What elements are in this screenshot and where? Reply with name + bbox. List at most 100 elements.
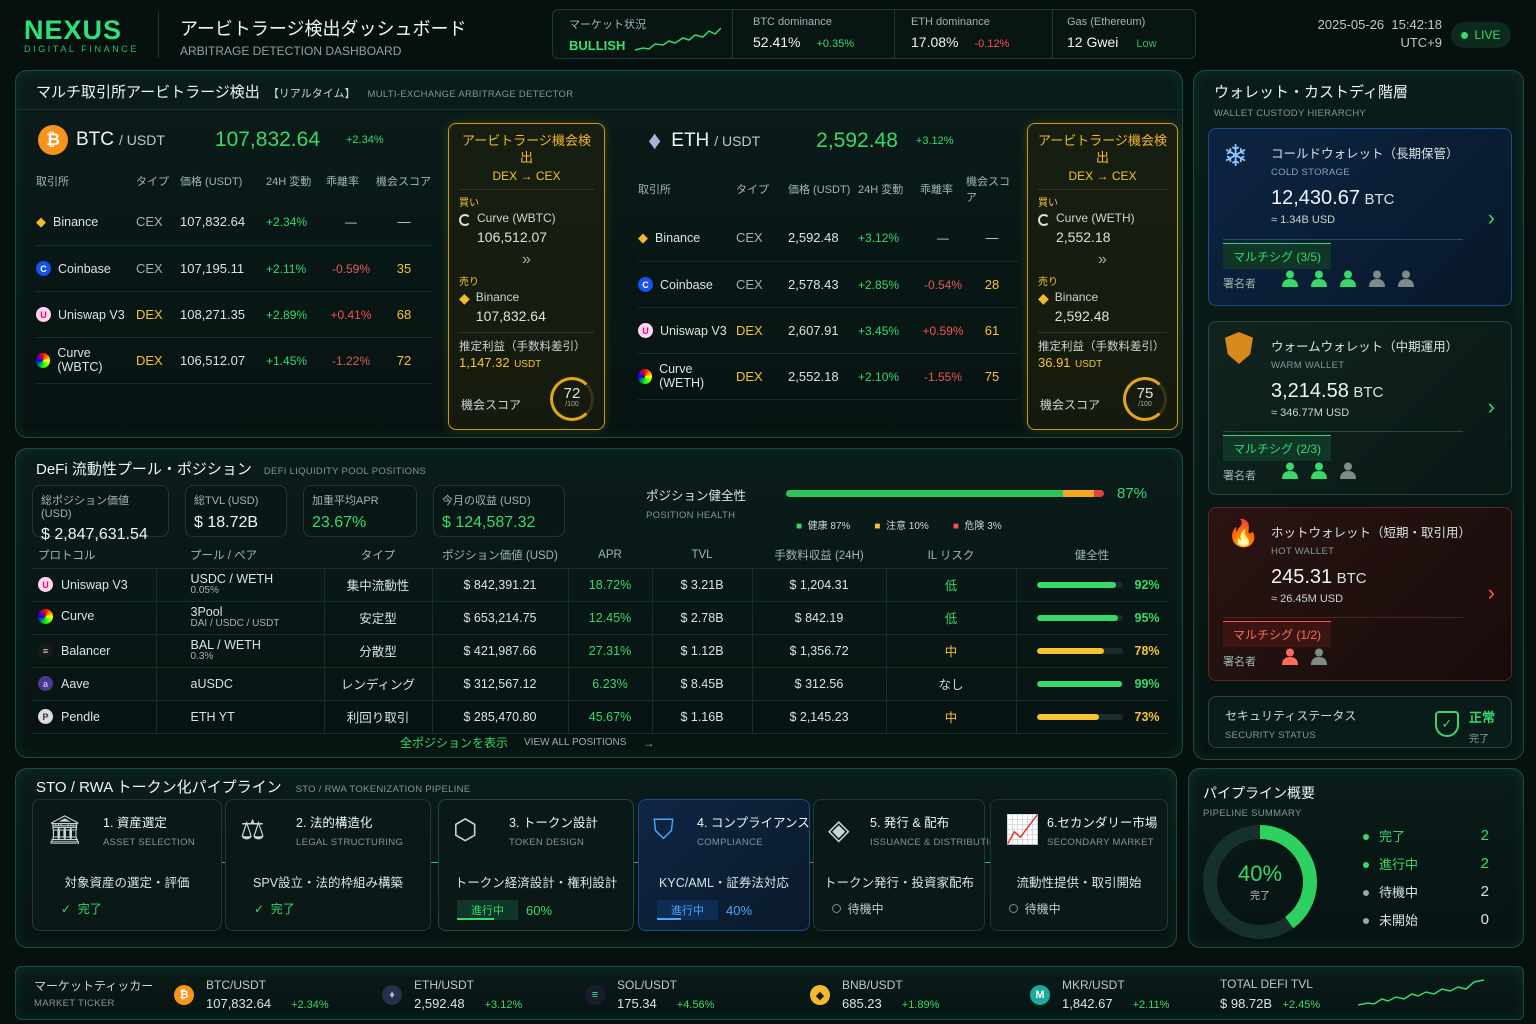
chevrons-icon: » bbox=[522, 251, 531, 268]
btc-opportunity-card[interactable]: アービトラージ機会検出 DEX → CEX 買い Curve (WBTC) 106… bbox=[448, 123, 605, 430]
flame-icon: 🔥 bbox=[1227, 518, 1260, 548]
progress-badge: 進行中 bbox=[457, 900, 518, 920]
signer-icon bbox=[1281, 269, 1299, 292]
pipeline-step[interactable]: ⛉ 4. コンプライアンス COMPLIANCE KYC/AML・証券法対応 進行中 40… bbox=[638, 799, 810, 931]
ticker-item[interactable]: M MKR/USDT 1,842.67 +2.11% bbox=[1030, 967, 1169, 1023]
shield-icon bbox=[1225, 332, 1253, 364]
chevron-right-icon[interactable]: › bbox=[1487, 394, 1495, 419]
btc-coin-icon: ₿ bbox=[174, 985, 194, 1005]
view-all-positions-link[interactable]: 全ポジションを表示 VIEW ALL POSITIONS → bbox=[400, 735, 655, 751]
multisig-badge: マルチシグ (1/2) bbox=[1223, 621, 1332, 647]
brand-logo: NEXUS DIGITAL FINANCE bbox=[24, 15, 140, 54]
eth-score-ring: 75/100 bbox=[1123, 377, 1167, 421]
live-badge[interactable]: LIVE bbox=[1451, 22, 1511, 48]
sol-coin-icon: ≡ bbox=[585, 985, 605, 1005]
pipeline-step[interactable]: ◈ 5. 発行 & 配布 ISSUANCE & DISTRIBUTION トークン発行… bbox=[813, 799, 1004, 931]
exchange-row[interactable]: U Uniswap V3 DEX 108,271.35 +2.89% +0.41% 68 bbox=[36, 291, 432, 338]
exchange-row[interactable]: U Uniswap V3 DEX 2,607.91 +3.45% +0.59% 61 bbox=[638, 307, 1018, 354]
snowflake-icon: ❄ bbox=[1223, 140, 1249, 173]
defi-stat-card: 加重平均APR 23.67% bbox=[303, 485, 417, 537]
pipeline-step[interactable]: 📈 6.セカンダリー市場 SECONDARY MARKET 流動性提供・取引開始 待機… bbox=[990, 799, 1168, 931]
cube-icon: ⬡ bbox=[453, 814, 478, 845]
multisig-badge: マルチシグ (2/3) bbox=[1223, 435, 1332, 461]
chart-icon: 📈 bbox=[1005, 814, 1040, 845]
wallet-header: ウォレット・カストディ階層 WALLET CUSTODY HIERARCHY bbox=[1214, 84, 1408, 119]
ticker-item[interactable]: ♦ ETH/USDT 2,592.48 +3.12% bbox=[382, 967, 522, 1023]
pool-row[interactable]: P Pendle ETH YT 利回り取引 $ 285,470.80 45.67% $ 1.… bbox=[32, 700, 1168, 734]
pipeline-summary-item: 未開始 0 bbox=[1363, 905, 1489, 933]
pool-row[interactable]: ≡ Balancer BAL / WETH 0.3% 分散型 $ 421,987.66 27… bbox=[32, 634, 1168, 668]
pipeline-step[interactable]: ⚖ 2. 法的構造化 LEGAL STRUCTURING SPV設立・法的枠組み構築 ✓… bbox=[225, 799, 431, 931]
pipeline-donut bbox=[1203, 825, 1317, 939]
btc-ticker: ₿ BTC / USDT 107,832.64 +2.34% bbox=[38, 125, 384, 155]
status-dot-icon bbox=[1363, 862, 1369, 869]
coinbase-icon: C bbox=[638, 277, 653, 293]
market-ticker: マーケットティッカー MARKET TICKER ₿ BTC/USDT 107,83… bbox=[15, 966, 1524, 1020]
uniswap-icon: U bbox=[638, 323, 653, 339]
eth-dominance: ETH dominance 17.08% -0.12% bbox=[897, 10, 1053, 58]
exchange-row[interactable]: Curve (WETH) DEX 2,552.18 +2.10% -1.55% 75 bbox=[638, 353, 1018, 400]
ticker-label: マーケットティッカー MARKET TICKER bbox=[34, 979, 154, 1009]
sto-pipeline-panel: STO / RWA トークン化パイプライン STO / RWA TOKENIZA… bbox=[15, 768, 1177, 948]
exchange-row[interactable]: ◆ Binance CEX 107,832.64 +2.34% — — bbox=[36, 199, 432, 246]
health-segment-danger bbox=[1094, 490, 1104, 497]
pipeline-summary-item: 進行中 2 bbox=[1363, 849, 1489, 877]
ticker-item[interactable]: ≡ SOL/USDT 175.34 +4.56% bbox=[585, 967, 714, 1023]
hot-wallet-card[interactable]: 🔥 ホットウォレット（短期・取引用） HOT WALLET 245.31 BTC… bbox=[1208, 507, 1512, 681]
pipeline-step[interactable]: ⬡ 3. トークン設計 TOKEN DESIGN トークン経済設計・権利設計 進行中 60… bbox=[438, 799, 634, 931]
uniswap-icon: U bbox=[36, 307, 51, 323]
pool-row[interactable]: Curve 3Pool DAI / USDC / USDT 安定型 $ 653,214.… bbox=[32, 601, 1168, 635]
protocol-icon: a bbox=[38, 676, 53, 692]
binance-icon: ◆ bbox=[459, 290, 470, 306]
protocol-icon bbox=[38, 608, 53, 624]
tvl-sparkline bbox=[1358, 979, 1484, 1006]
ticker-item[interactable]: ₿ BTC/USDT 107,832.64 +2.34% bbox=[174, 967, 329, 1023]
health-segment-warn bbox=[1062, 490, 1095, 497]
chevron-right-icon[interactable]: › bbox=[1487, 580, 1495, 605]
circle-icon bbox=[1009, 904, 1018, 913]
coinbase-icon: C bbox=[36, 261, 51, 277]
divider bbox=[16, 109, 1182, 110]
donut-label: 40% 完了 bbox=[1237, 861, 1283, 903]
curve-icon bbox=[638, 368, 653, 384]
security-status[interactable]: セキュリティステータス SECURITY STATUS ✓ 正常 完了 bbox=[1208, 696, 1512, 748]
curve-coin-icon bbox=[459, 214, 471, 226]
protocol-icon: ≡ bbox=[38, 643, 53, 659]
signer-icons bbox=[1281, 269, 1415, 292]
defi-stat-card: 総ポジション価値 (USD) $ 2,847,631.54 bbox=[32, 485, 169, 543]
cold-wallet-card[interactable]: ❄ コールドウォレット（長期保管） COLD STORAGE 12,430.67… bbox=[1208, 128, 1512, 306]
eth-coin-icon: ♦ bbox=[382, 985, 402, 1005]
pool-row[interactable]: U Uniswap V3 USDC / WETH 0.05% 集中流動性 $ 842,39… bbox=[32, 568, 1168, 602]
status-dot-icon bbox=[1363, 918, 1369, 925]
exchange-row[interactable]: ◆ Binance CEX 2,592.48 +3.12% — — bbox=[638, 215, 1018, 262]
arbitrage-panel: マルチ取引所アービトラージ検出 【リアルタイム】 MULTI-EXCHANGE … bbox=[15, 70, 1183, 438]
progress-badge: 進行中 bbox=[657, 900, 718, 920]
chevron-right-icon[interactable]: › bbox=[1487, 205, 1495, 230]
protocol-icon: U bbox=[38, 577, 53, 593]
eth-opportunity-card[interactable]: アービトラージ機会検出 DEX → CEX 買い Curve (WETH) 2,5… bbox=[1027, 123, 1178, 430]
ticker-item[interactable]: ◆ BNB/USDT 685.23 +1.89% bbox=[810, 967, 939, 1023]
mkr-coin-icon: M bbox=[1030, 985, 1050, 1005]
shield-check-icon: ✓ bbox=[1435, 711, 1459, 737]
arbitrage-header: マルチ取引所アービトラージ検出 【リアルタイム】 MULTI-EXCHANGE … bbox=[36, 84, 574, 101]
defi-header: DeFi 流動性プール・ポジション DEFI LIQUIDITY POOL PO… bbox=[36, 461, 427, 478]
exchange-row[interactable]: C Coinbase CEX 107,195.11 +2.11% -0.59% 35 bbox=[36, 245, 432, 292]
pool-row[interactable]: a Aave aUSDC レンディング $ 312,567.12 6.23% $ 8.45B… bbox=[32, 667, 1168, 701]
health-bar bbox=[1036, 681, 1123, 687]
pipeline-summary-item: 待機中 2 bbox=[1363, 877, 1489, 905]
check-circle-icon: ✓ bbox=[61, 902, 72, 916]
clock: 2025-05-26 15:42:18 UTC+9 bbox=[1317, 17, 1442, 50]
bnb-coin-icon: ◆ bbox=[810, 985, 830, 1005]
health-bar bbox=[1036, 648, 1123, 654]
arrow-right-icon: → bbox=[642, 735, 655, 750]
btc-exchange-table: 取引所 タイプ 価格 (USDT) 24H 変動 乖離率 機会スコア ◆ Binance CE… bbox=[36, 173, 432, 384]
btc-coin-icon: ₿ bbox=[38, 125, 68, 155]
signer-icon bbox=[1339, 461, 1357, 484]
exchange-row[interactable]: C Coinbase CEX 2,578.43 +2.85% -0.54% 28 bbox=[638, 261, 1018, 308]
signer-icon bbox=[1310, 647, 1328, 670]
warm-wallet-card[interactable]: ウォームウォレット（中期運用） WARM WALLET 3,214.58 BTC… bbox=[1208, 321, 1512, 495]
pipeline-step[interactable]: 🏛 1. 資産選定 ASSET SELECTION 対象資産の選定・評価 ✓ 完了 bbox=[32, 799, 222, 931]
exchange-row[interactable]: Curve (WBTC) DEX 106,512.07 +1.45% -1.22% 72 bbox=[36, 337, 432, 384]
btc-score-ring: 72/100 bbox=[550, 377, 594, 421]
scales-icon: ⚖ bbox=[240, 814, 266, 845]
